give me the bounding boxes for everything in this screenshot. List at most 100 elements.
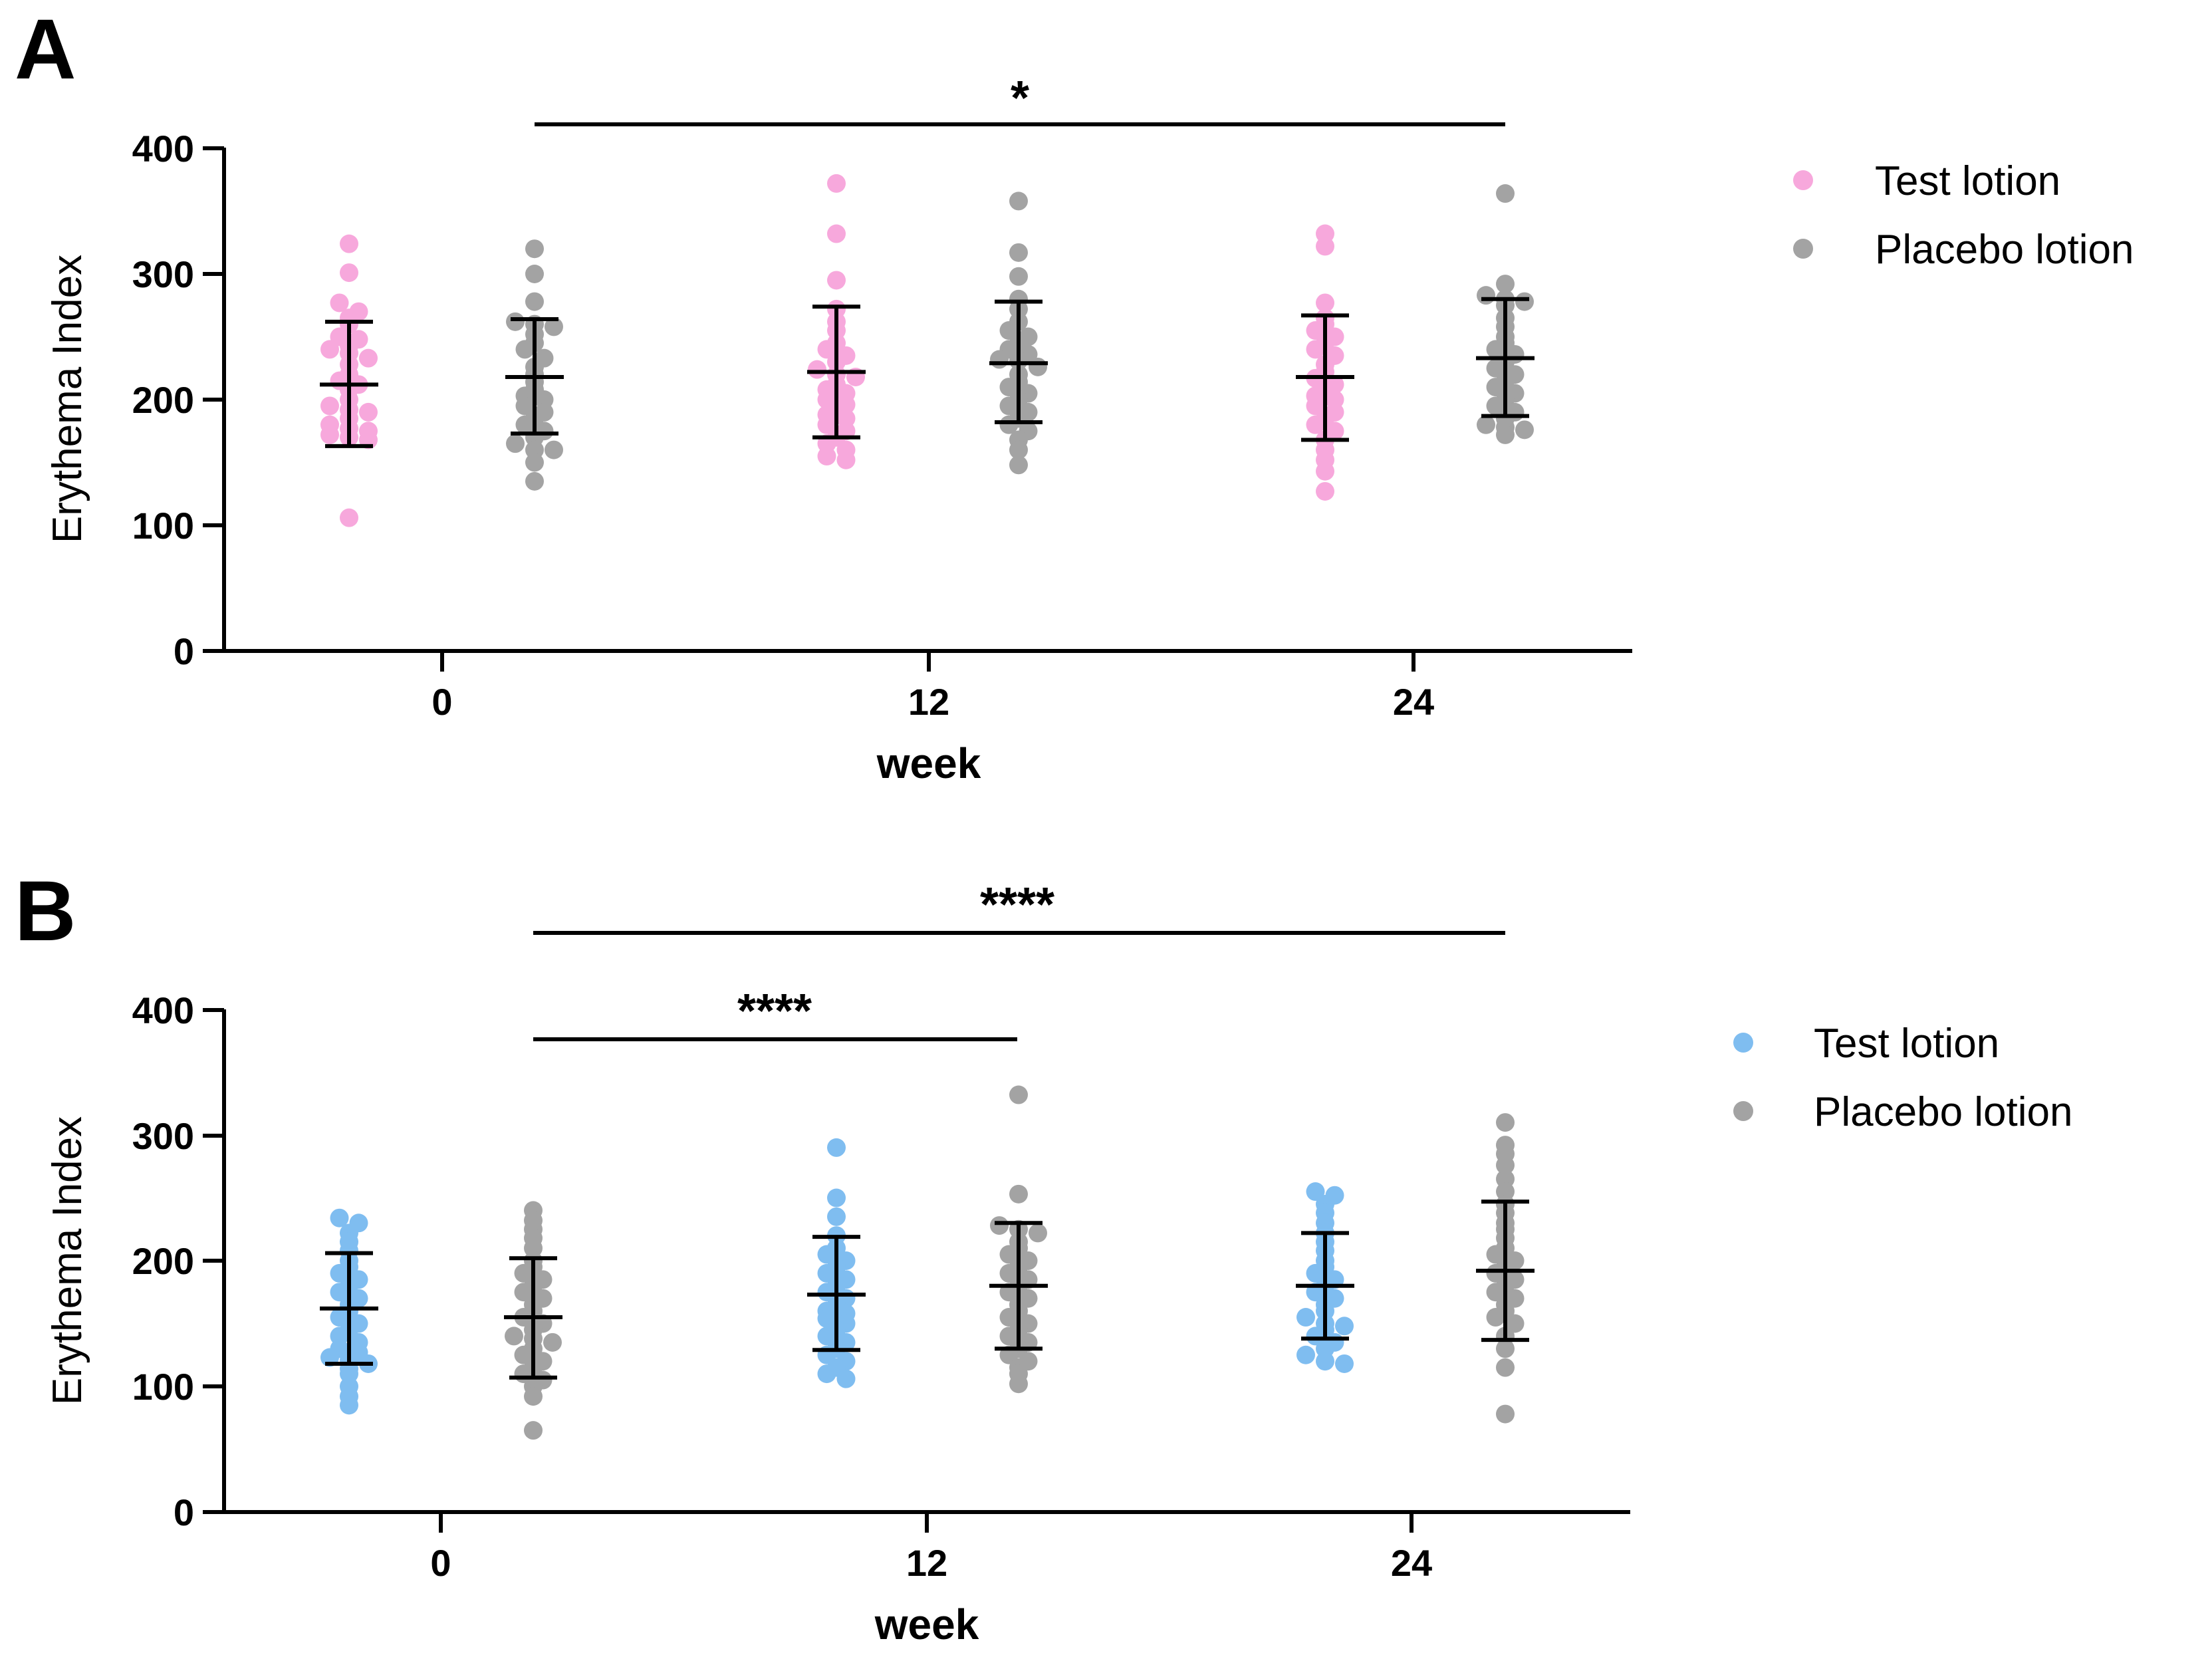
panel-b-error-bars — [320, 1200, 1535, 1380]
panel-a-data-point-placebo — [525, 239, 544, 259]
panel-a-data-point-test — [1316, 481, 1334, 501]
panel-b-data-point-placebo — [514, 1283, 533, 1302]
panel-a-data-point-placebo — [515, 415, 535, 434]
panel-a-data-point-placebo — [515, 340, 535, 359]
panel-a-data-point-test — [1306, 321, 1325, 340]
panel-a-data-point-test — [827, 271, 846, 290]
panel-a-data-point-placebo — [515, 396, 535, 416]
panel-b-data-point-placebo — [1009, 1374, 1028, 1394]
panel-a-data-point-placebo — [999, 321, 1019, 340]
panel-b-data-point-placebo — [999, 1245, 1019, 1264]
panel-b-data-point-placebo — [1486, 1283, 1505, 1302]
panel-a-data-point-placebo — [1009, 440, 1028, 459]
panel-b-data-point-placebo — [990, 1216, 1009, 1235]
panel-a-data-point-placebo — [1029, 357, 1047, 376]
panel-b-data-point-placebo — [1009, 1184, 1028, 1204]
panel-b-data-point-test — [817, 1364, 836, 1384]
panel-b-data-point-placebo — [1486, 1308, 1505, 1327]
panel-a-data-point-placebo — [506, 312, 525, 331]
panel-b-data-point-placebo — [999, 1308, 1019, 1327]
panel-b-y-tick-label: 0 — [174, 1491, 194, 1533]
panel-a-y-tick-label: 300 — [132, 253, 194, 295]
panel-a-data-point-test — [320, 425, 339, 444]
panel-b-data-point-test — [1335, 1354, 1354, 1373]
panel-b-x-axis-title: week — [874, 1600, 979, 1648]
panel-a-data-point-test — [808, 360, 826, 379]
panel-b-data-point-test — [330, 1308, 349, 1327]
panel-b-data-point-placebo — [1496, 1358, 1515, 1377]
panel-a-legend-marker-test — [1793, 170, 1813, 190]
panel-a-data-point-placebo — [999, 378, 1019, 397]
panel-label-a: A — [15, 2, 76, 97]
panel-b-data-point-test — [827, 1207, 846, 1226]
panel-a-data-point-test — [1306, 340, 1325, 359]
panel-a-x-tick-label: 12 — [908, 681, 949, 723]
panel-a-points — [320, 174, 1534, 527]
panel-b-data-point-placebo — [1496, 1156, 1515, 1175]
panel-b-data-point-test — [1316, 1352, 1334, 1371]
panel-b-legend-label-test: Test lotion — [1814, 1021, 1999, 1067]
panel-a-data-point-placebo — [545, 317, 563, 336]
panel-a-data-point-placebo — [1009, 191, 1028, 211]
panel-b-data-point-test — [817, 1263, 836, 1283]
panel-b-data-point-test — [817, 1283, 836, 1302]
panel-a-error-bars — [320, 297, 1535, 448]
panel-a-data-point-placebo — [999, 415, 1019, 434]
panel-a-data-point-placebo — [1009, 243, 1028, 262]
panel-a-y-tick-label: 0 — [174, 630, 194, 672]
panel-b-data-point-placebo — [1486, 1245, 1505, 1264]
panel-a-data-point-test — [1316, 293, 1334, 313]
panel-a-data-point-test — [836, 450, 856, 469]
panel-b-data-point-test — [836, 1369, 856, 1388]
panel-a-data-point-placebo — [1486, 378, 1505, 397]
panel-b-points — [320, 1085, 1525, 1440]
panel-b-data-point-placebo — [1496, 1339, 1515, 1358]
panel-b-data-point-placebo — [543, 1333, 562, 1352]
panel-b-data-point-test — [1306, 1182, 1325, 1202]
panel-b-legend-marker-placebo — [1733, 1101, 1753, 1121]
panel-a-data-point-placebo — [990, 350, 1009, 369]
panel-b: B 0 100 200 300 400 0 12 24 week Erythem… — [15, 864, 2073, 1648]
panel-b-data-point-placebo — [1486, 1263, 1505, 1283]
panel-b-data-point-placebo — [524, 1421, 543, 1440]
panel-b-data-point-test — [1306, 1327, 1325, 1346]
panel-b-data-point-test — [340, 1396, 358, 1415]
panel-a-data-point-test — [320, 396, 339, 416]
panel-a-data-point-placebo — [1477, 415, 1495, 434]
panel-a-data-point-placebo — [1515, 292, 1534, 311]
panel-a-data-point-test — [359, 402, 378, 422]
panel-a-y-tick-label: 400 — [132, 128, 194, 170]
panel-b-data-point-placebo — [1029, 1223, 1047, 1243]
panel-a-data-point-test — [320, 340, 339, 359]
panel-a-data-point-test — [1316, 461, 1334, 481]
panel-a-data-point-test — [340, 508, 358, 527]
panel-a-data-point-placebo — [525, 471, 544, 491]
panel-b-x-tick-label: 0 — [430, 1542, 451, 1584]
panel-a-data-point-placebo — [999, 396, 1019, 416]
panel-a-data-point-test — [817, 340, 836, 359]
panel-b-legend-label-placebo: Placebo lotion — [1814, 1089, 2073, 1135]
panel-b-data-point-test — [827, 1188, 846, 1208]
panel-a-data-point-test — [1306, 415, 1325, 434]
panel-a-data-point-test — [359, 348, 378, 368]
panel-b-data-point-test — [827, 1138, 846, 1157]
panel-b-x-tick-label: 24 — [1391, 1542, 1432, 1584]
panel-a-y-tick-label: 100 — [132, 505, 194, 547]
panel-a-data-point-test — [827, 174, 846, 193]
panel-a-data-point-placebo — [506, 434, 525, 453]
panel-a-legend-label-test: Test lotion — [1875, 158, 2060, 204]
panel-a-data-point-test — [330, 293, 349, 313]
panel-a-x-tick-label: 0 — [431, 681, 452, 723]
panel-b-data-point-placebo — [999, 1263, 1019, 1283]
panel-b-data-point-placebo — [1009, 1085, 1028, 1104]
panel-b-data-point-test — [817, 1245, 836, 1264]
panel-b-data-point-test — [330, 1283, 349, 1302]
panel-a-data-point-placebo — [1486, 358, 1505, 378]
panel-a: A 0 100 200 300 400 0 12 24 week Erythem… — [15, 2, 2134, 787]
panel-b-y-tick-label: 100 — [132, 1366, 194, 1408]
panel-b-data-point-test — [1296, 1345, 1315, 1364]
panel-a-data-point-placebo — [525, 292, 544, 311]
panel-a-data-point-placebo — [545, 440, 563, 459]
panel-a-legend-label-placebo: Placebo lotion — [1875, 227, 2134, 273]
